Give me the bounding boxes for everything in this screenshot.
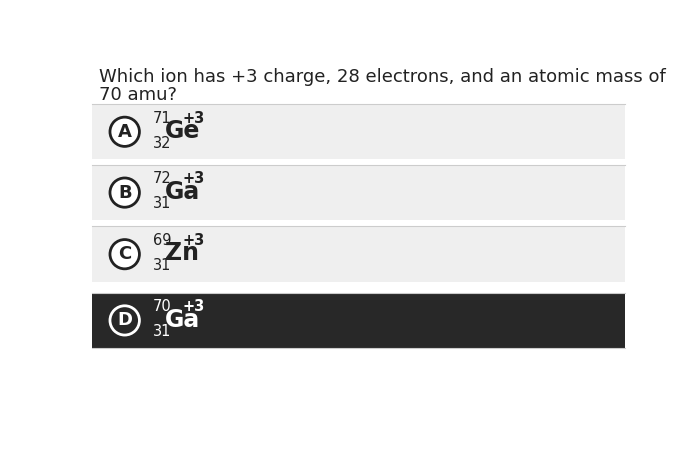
Text: B: B [118,184,132,202]
Text: 70 amu?: 70 amu? [99,86,177,104]
Text: 31: 31 [153,324,171,339]
Circle shape [110,306,139,335]
Circle shape [110,178,139,207]
Text: 31: 31 [153,197,171,212]
Text: C: C [118,245,132,263]
Text: D: D [117,311,132,329]
Text: 32: 32 [153,135,171,151]
Text: 69: 69 [153,233,171,248]
Text: +3: +3 [183,233,205,248]
Text: Which ion has +3 charge, 28 electrons, and an atomic mass of: Which ion has +3 charge, 28 electrons, a… [99,68,666,86]
Text: +3: +3 [183,171,205,186]
Circle shape [110,117,139,146]
Text: Ga: Ga [165,308,200,332]
Text: 70: 70 [153,299,172,314]
Bar [92,104,625,159]
Text: 31: 31 [153,258,171,273]
Text: +3: +3 [183,111,205,126]
Text: Zn: Zn [165,242,199,266]
Text: Ge: Ge [165,119,200,143]
Bar [92,165,625,220]
Text: 71: 71 [153,111,172,126]
Circle shape [110,239,139,269]
Text: A: A [118,123,132,141]
Text: +3: +3 [183,299,205,314]
Bar [92,292,625,348]
Bar [92,226,625,282]
Text: 72: 72 [153,171,172,186]
Text: Ga: Ga [165,180,200,204]
